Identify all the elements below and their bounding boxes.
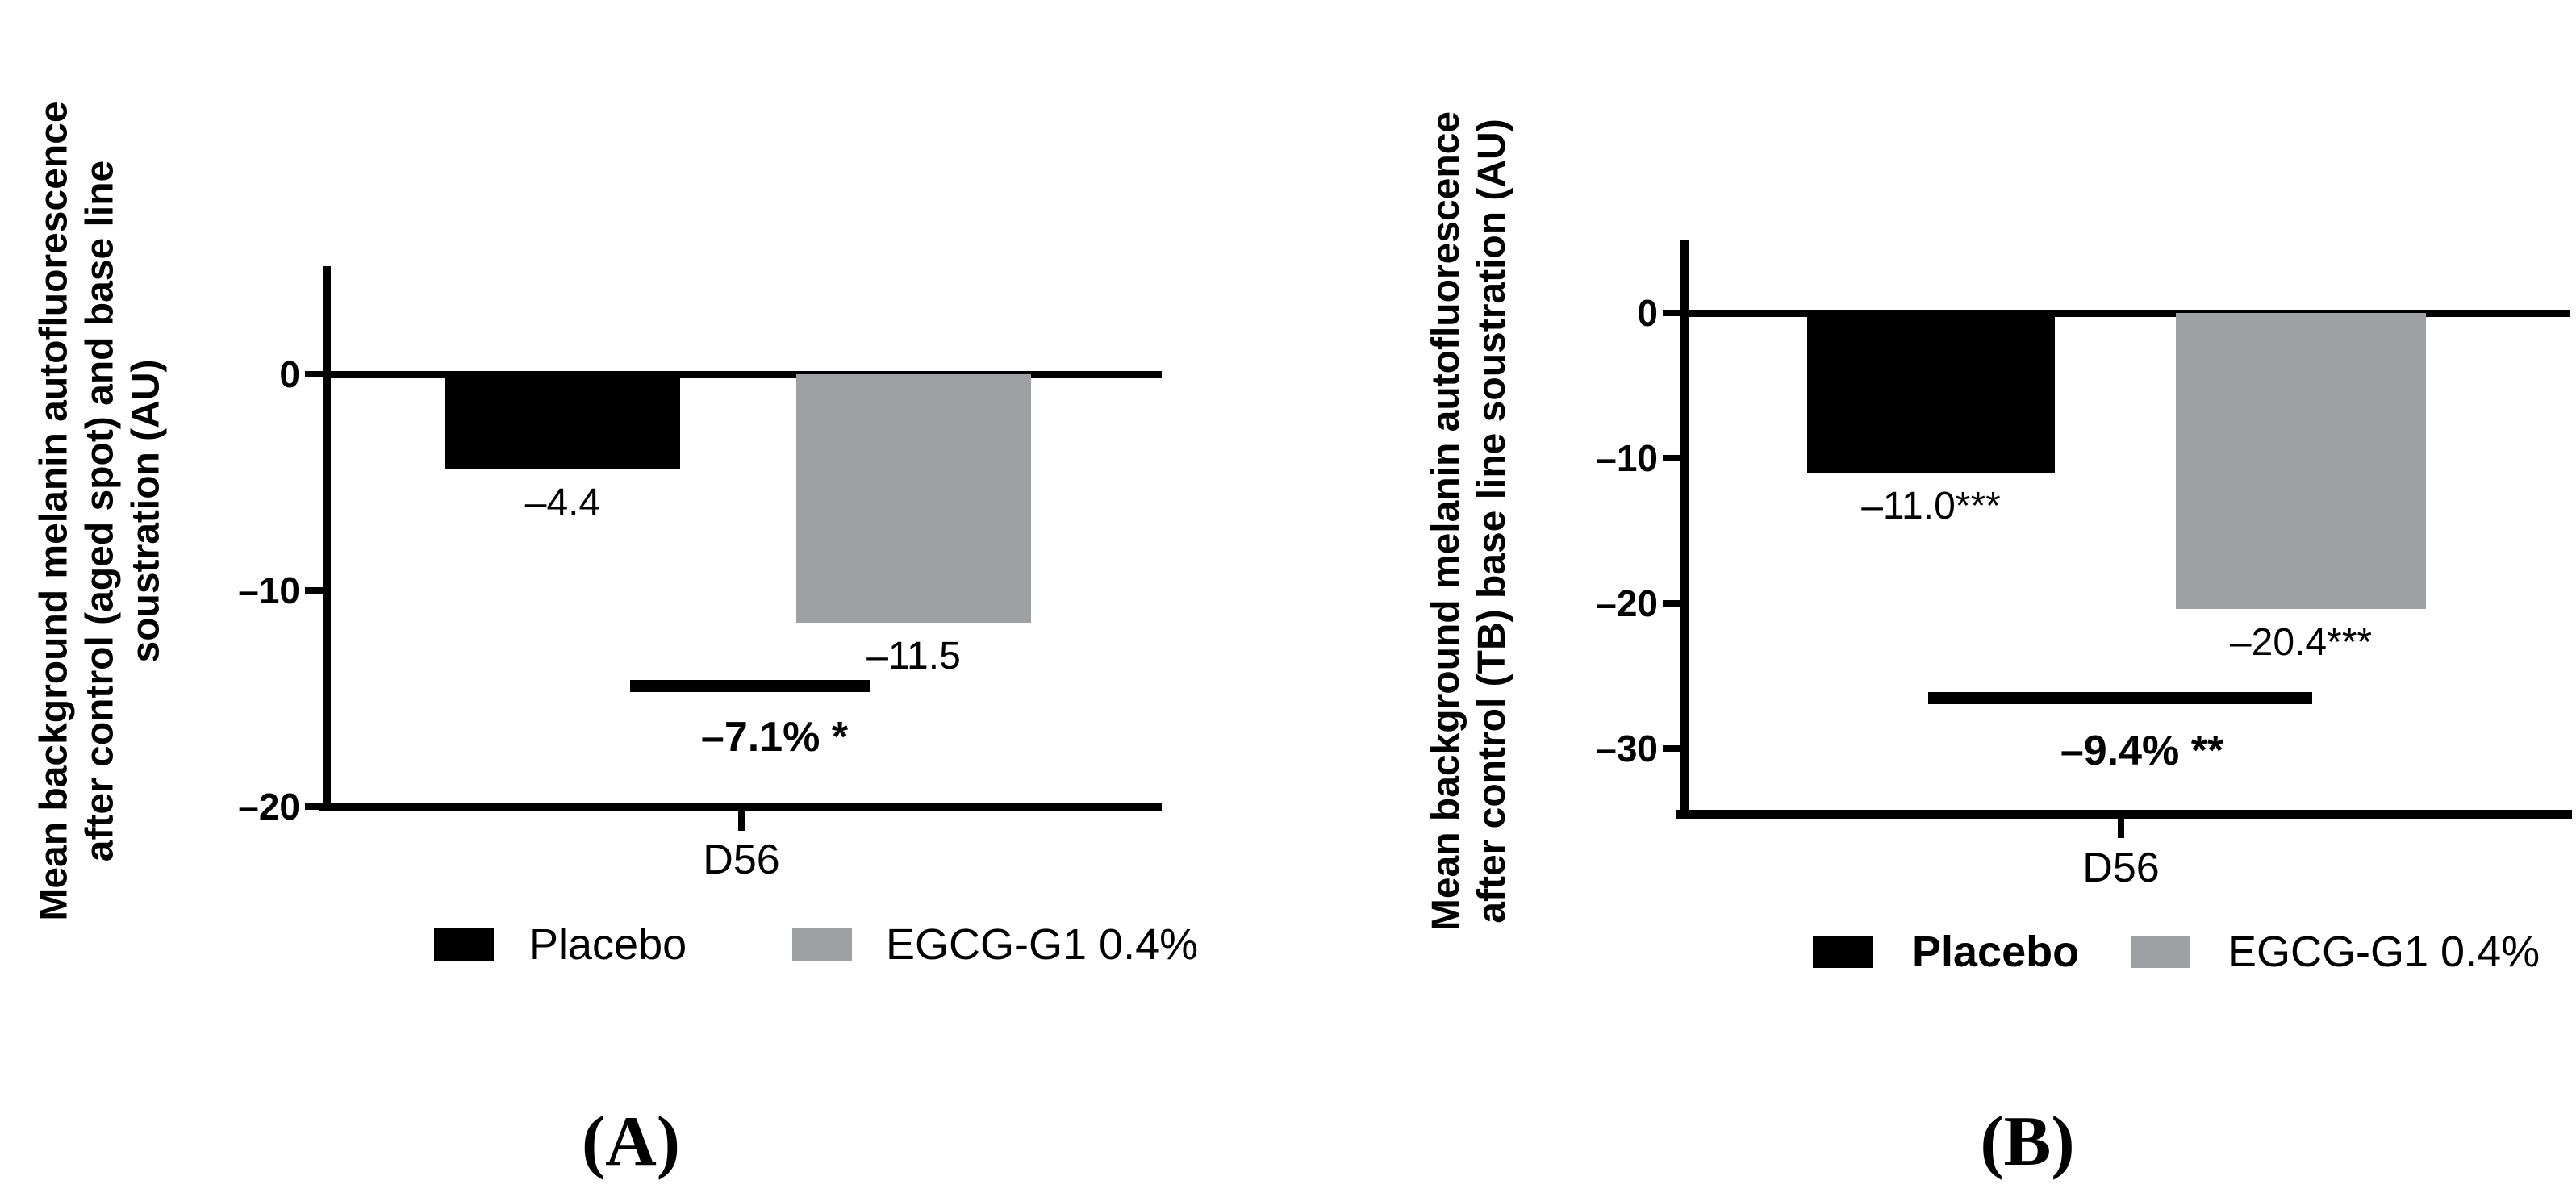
legend-label-egcg-b: EGCG-G1 0.4% xyxy=(2227,928,2541,976)
y-axis-line-b xyxy=(1680,240,1689,819)
x-axis-line-b xyxy=(1676,810,2572,819)
y-tick-mark-b-2 xyxy=(1663,600,1680,607)
legend-swatch-placebo-a xyxy=(434,928,494,961)
y-tick-label-b-0: 0 xyxy=(1637,292,1658,334)
x-tick-mark-a xyxy=(738,811,745,831)
y-tick-label-b-1: –10 xyxy=(1596,437,1658,479)
y-axis-title-panel-a: Mean background melanin autofluorescence… xyxy=(31,0,169,1036)
y-tick-mark-b-0 xyxy=(1663,310,1680,316)
y-axis-title-panel-b: Mean background melanin autofluorescence… xyxy=(1423,0,1515,1045)
y-tick-label-a-1: –10 xyxy=(238,569,300,611)
panel-caption-b: (B) xyxy=(1980,1103,2075,1181)
bar-value-label-a-1: –11.5 xyxy=(866,635,961,678)
y-tick-label-a-2: –20 xyxy=(238,786,300,828)
significance-bar-a xyxy=(630,680,870,692)
legend-label-egcg-a: EGCG-G1 0.4% xyxy=(886,920,1199,969)
y-tick-mark-a-2 xyxy=(305,803,323,810)
zero-line-b xyxy=(1680,310,2570,317)
legend-swatch-egcg-a xyxy=(792,928,852,961)
y-tick-mark-b-3 xyxy=(1663,745,1680,752)
y-tick-label-b-2: –20 xyxy=(1596,582,1658,624)
significance-label-b: –9.4% ** xyxy=(2060,728,2224,774)
legend-swatch-placebo-b xyxy=(1813,936,1873,968)
y-tick-mark-a-1 xyxy=(305,587,323,594)
legend-swatch-egcg-b xyxy=(2131,936,2190,968)
y-tick-label-a-0: 0 xyxy=(279,353,300,395)
y-tick-label-b-3: –30 xyxy=(1596,728,1658,770)
y-axis-title-line: after control (aged spot) and base line xyxy=(78,160,122,862)
bar-placebo-b xyxy=(1807,313,2055,473)
x-tick-mark-b xyxy=(2118,819,2124,838)
x-tick-label-b: D56 xyxy=(2082,845,2160,891)
significance-label-a: –7.1% * xyxy=(700,714,849,761)
legend-label-placebo-b: Placebo xyxy=(1912,928,2080,976)
legend-label-placebo-a: Placebo xyxy=(529,920,687,969)
y-axis-title-line: soustration (AU) xyxy=(124,359,168,663)
significance-bar-b xyxy=(1928,692,2312,704)
y-axis-title-line: Mean background melanin autofluorescence xyxy=(1425,111,1468,932)
y-axis-line-a xyxy=(323,266,331,811)
y-axis-title-line: Mean background melanin autofluorescence xyxy=(32,101,76,921)
bar-egcg-b xyxy=(2176,313,2426,610)
bar-value-label-a-0: –4.4 xyxy=(524,481,601,524)
y-tick-mark-b-1 xyxy=(1663,455,1680,461)
bar-placebo-a xyxy=(445,374,680,469)
bar-value-label-b-0: –11.0*** xyxy=(1861,485,2001,528)
bar-value-label-b-1: –20.4*** xyxy=(2229,621,2373,665)
zero-line-a xyxy=(323,371,1162,378)
y-tick-mark-a-0 xyxy=(305,371,323,377)
panel-caption-a: (A) xyxy=(581,1103,681,1181)
bar-egcg-a xyxy=(796,374,1031,624)
x-axis-line-a xyxy=(319,803,1162,811)
x-tick-label-a: D56 xyxy=(703,836,780,883)
y-axis-title-line: after control (TB) base line soustration… xyxy=(1471,119,1513,924)
